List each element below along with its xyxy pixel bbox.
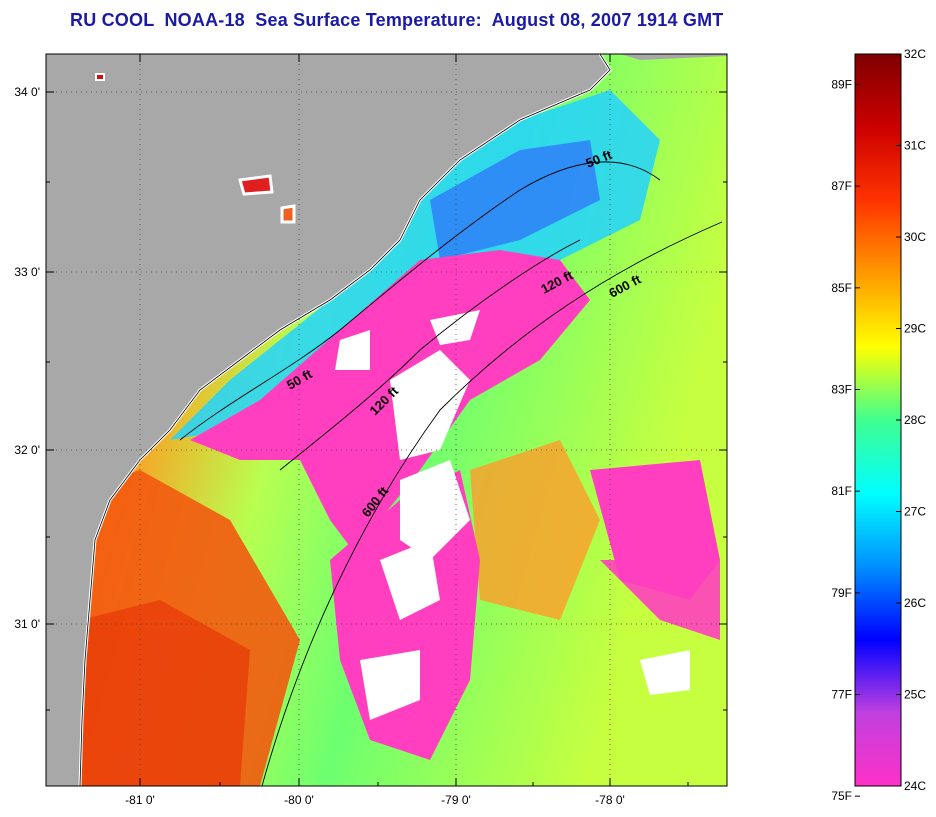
colorbar-fahrenheit-label: 87F	[831, 179, 852, 193]
colorbar-celsius-label: 30C	[904, 230, 926, 244]
warm-region-core	[60, 600, 250, 786]
cool-core	[430, 140, 600, 260]
colorbar-fahrenheit-label: 77F	[831, 688, 852, 702]
map-frame	[45, 53, 728, 787]
cold-region-east-2	[600, 560, 720, 640]
contour-50ft	[179, 161, 661, 441]
colorbar-fahrenheit-label: 75F	[831, 789, 852, 803]
lat-label: 32 0'	[14, 443, 40, 457]
colorbar-fahrenheit-label: 85F	[831, 281, 852, 295]
colorbar-fahrenheit-label: 83F	[831, 383, 852, 397]
contour-120ft	[279, 239, 581, 471]
lon-label: -80 0'	[284, 793, 314, 807]
cloud-patch	[380, 540, 440, 620]
coastline-edge	[79, 54, 611, 786]
axis-ticks	[46, 54, 727, 786]
cloud-patch	[390, 350, 470, 460]
cloud-patch	[640, 650, 690, 695]
lon-label: -79 0'	[441, 793, 471, 807]
colorbar-celsius-label: 29C	[904, 322, 926, 336]
land-area	[46, 54, 610, 786]
colorbar-fahrenheit-label: 81F	[831, 484, 852, 498]
colorbar-celsius-label: 26C	[904, 596, 926, 610]
colorbar-celsius-label: 32C	[904, 47, 926, 61]
colorbar-celsius-label: 25C	[904, 688, 926, 702]
warm-patch	[470, 440, 600, 620]
inland-lake	[238, 174, 274, 196]
colorbar-celsius-label: 28C	[904, 413, 926, 427]
inland-lake	[95, 73, 105, 81]
colorbar-fahrenheit-label: 79F	[831, 586, 852, 600]
cold-region	[190, 250, 590, 560]
colorbar-celsius-label: 24C	[904, 779, 926, 793]
colorbar-labels: 32C 31C 30C 29C 28C 27C 26C 25C 24C 89F 87F 85F 83F 8…	[831, 47, 926, 803]
graticule	[46, 54, 727, 786]
colorbar-celsius-label: 27C	[904, 505, 926, 519]
map-title: RU COOL NOAA-18 Sea Surface Temperature:…	[70, 10, 724, 30]
cloud-patch	[400, 460, 470, 560]
colorbar-fahrenheit-label: 89F	[831, 78, 852, 92]
cloud-patch	[360, 650, 420, 720]
land-area-northeast	[620, 54, 727, 60]
lat-label: 33 0'	[14, 265, 40, 279]
colorbar-celsius-label: 31C	[904, 139, 926, 153]
colorbar	[854, 53, 902, 787]
lat-label: 34 0'	[14, 85, 40, 99]
contour-600ft	[261, 221, 723, 786]
lon-label: -78 0'	[595, 793, 625, 807]
cloud-patch	[430, 310, 480, 345]
cloud-patch	[335, 330, 370, 370]
lat-label: 31 0'	[14, 617, 40, 631]
inland-lake	[280, 204, 296, 224]
lon-label: -81 0'	[125, 793, 155, 807]
